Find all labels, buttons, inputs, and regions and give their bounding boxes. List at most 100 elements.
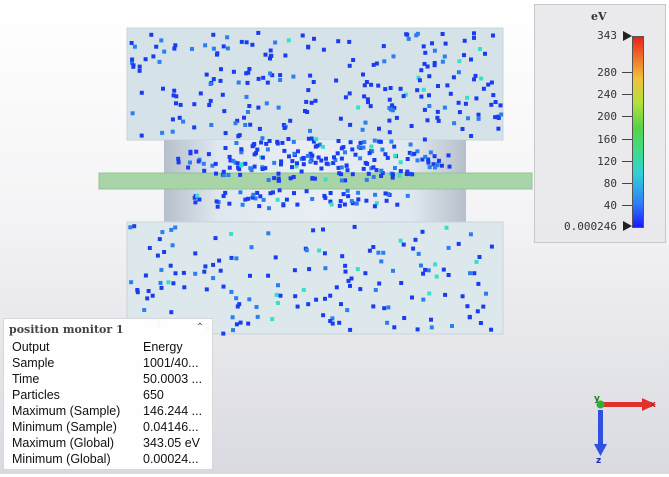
- particle: [264, 141, 269, 146]
- particle: [416, 75, 421, 80]
- particle: [337, 320, 342, 325]
- particle: [252, 152, 257, 157]
- particle: [467, 315, 472, 320]
- particle: [310, 197, 315, 201]
- particle: [415, 31, 420, 36]
- particle: [257, 204, 262, 209]
- particle: [446, 273, 451, 277]
- particle: [201, 161, 206, 166]
- particle: [304, 248, 309, 253]
- particle: [271, 190, 275, 195]
- particle: [422, 107, 427, 112]
- particle: [443, 292, 448, 297]
- particle: [208, 98, 213, 103]
- particle: [383, 191, 388, 196]
- particle: [391, 54, 396, 59]
- particle: [248, 122, 253, 127]
- particle: [426, 157, 431, 162]
- particle: [456, 241, 461, 246]
- particle: [404, 32, 409, 37]
- particle: [292, 268, 297, 273]
- particle: [211, 276, 216, 281]
- particle: [421, 87, 426, 92]
- info-panel: position monitor 1 ⌃ Output Energy Sample…: [3, 318, 213, 470]
- info-panel-title: position monitor 1: [9, 323, 124, 336]
- particle: [277, 178, 281, 183]
- particle: [173, 271, 178, 276]
- particle: [275, 301, 280, 305]
- particle: [323, 177, 328, 182]
- particle: [436, 84, 440, 88]
- particle: [246, 110, 250, 114]
- particle: [227, 165, 232, 170]
- info-key: Sample: [12, 356, 55, 370]
- particle: [345, 308, 350, 313]
- particle: [371, 62, 376, 67]
- particle: [317, 142, 322, 147]
- lower-block: [126, 221, 504, 335]
- particle: [225, 35, 230, 40]
- particle: [266, 273, 271, 278]
- particle: [128, 225, 133, 230]
- particle: [437, 158, 441, 163]
- particle: [214, 171, 218, 176]
- particle: [223, 190, 228, 195]
- particle: [356, 197, 361, 202]
- z-axis-arrow-icon: [594, 444, 607, 456]
- particle: [416, 251, 421, 256]
- particle: [377, 126, 381, 131]
- particle: [444, 225, 449, 230]
- particle: [221, 284, 226, 289]
- particle: [279, 159, 284, 164]
- particle: [132, 44, 137, 49]
- particle: [243, 123, 248, 127]
- particle: [221, 331, 226, 336]
- particle: [309, 136, 314, 141]
- particle: [129, 280, 134, 285]
- particle: [330, 316, 335, 321]
- particle: [157, 59, 162, 64]
- particle: [211, 77, 216, 82]
- particle: [129, 41, 134, 45]
- particle: [230, 315, 235, 320]
- info-key: Minimum (Global): [12, 452, 111, 466]
- particle: [381, 250, 386, 255]
- particle: [347, 63, 352, 68]
- particle: [474, 259, 479, 264]
- particle: [422, 137, 427, 142]
- particle: [181, 270, 186, 275]
- particle: [489, 80, 494, 85]
- particle: [276, 171, 281, 176]
- particle: [401, 94, 406, 99]
- particle: [363, 120, 368, 125]
- info-row: Particles 650: [12, 387, 164, 403]
- particle: [229, 255, 234, 260]
- particle: [261, 197, 266, 202]
- particle: [172, 46, 177, 51]
- particle: [168, 263, 173, 268]
- particle: [343, 95, 348, 100]
- particle: [324, 161, 329, 166]
- particle: [407, 150, 412, 155]
- particle: [483, 51, 487, 56]
- particle: [421, 44, 426, 49]
- particle: [362, 83, 367, 88]
- particle: [348, 327, 353, 332]
- particle: [489, 244, 494, 249]
- particle: [364, 177, 369, 182]
- particle: [221, 194, 226, 198]
- particle: [253, 196, 258, 201]
- particle: [243, 161, 248, 166]
- legend-tick: 120: [597, 155, 617, 168]
- collapse-chevron-icon[interactable]: ⌃: [195, 322, 205, 333]
- particle: [457, 59, 462, 64]
- particle: [346, 278, 351, 283]
- particle: [442, 54, 447, 59]
- particle: [432, 63, 437, 68]
- particle: [429, 325, 434, 330]
- particle: [371, 304, 376, 309]
- info-row: Maximum (Sample) 146.244 ...: [12, 403, 202, 419]
- particle: [338, 199, 343, 204]
- particle: [349, 276, 354, 281]
